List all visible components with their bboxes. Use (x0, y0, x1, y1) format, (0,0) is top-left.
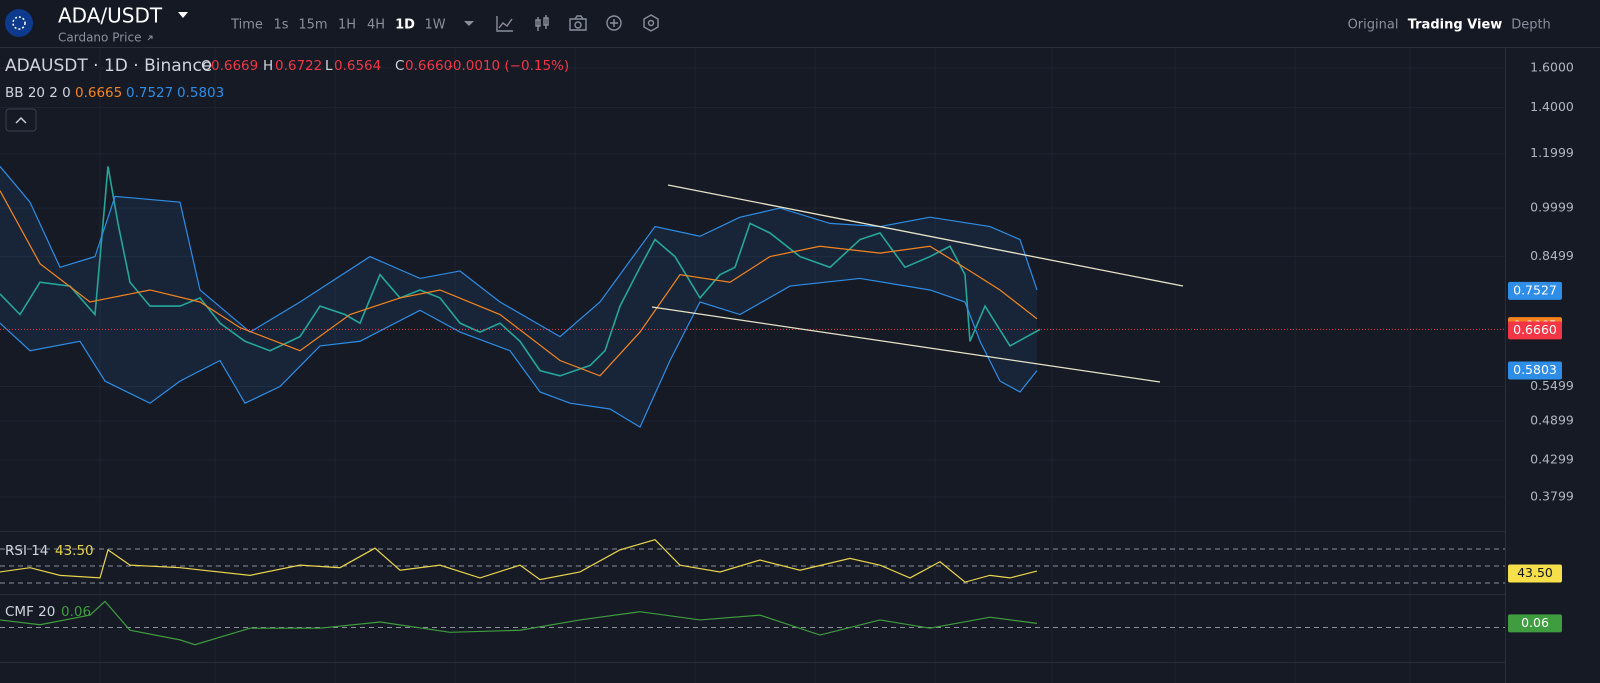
collapse-legend-button[interactable] (5, 108, 37, 132)
rsi-value: 43.50 (55, 543, 94, 559)
symbol[interactable]: ADA/USDT (58, 4, 163, 28)
price-badge (1508, 614, 1562, 633)
y-tick-label: 1.4000 (1530, 99, 1574, 114)
bollinger-band (0, 277, 1038, 428)
trend-line-upper[interactable] (667, 184, 1184, 287)
coin-icon[interactable] (5, 9, 33, 37)
indicator-line (0, 538, 1038, 583)
open-value: 0.6669 (211, 58, 258, 74)
high-value: 0.6722 (275, 58, 322, 74)
cmf-label: CMF 20 (5, 604, 55, 620)
bb-fill (0, 166, 1037, 428)
interval-button[interactable]: 15m (298, 18, 327, 33)
close-label: C (395, 58, 404, 74)
change: -0.0010 (−0.15%) (448, 58, 569, 74)
price-badge (1508, 361, 1562, 380)
add-icon[interactable] (606, 15, 622, 31)
y-tick-label: 0.4299 (1530, 451, 1574, 466)
y-tick-label: 1.6000 (1530, 59, 1574, 74)
interval-button[interactable]: 4H (367, 18, 385, 33)
camera-icon[interactable] (569, 15, 587, 31)
y-tick-label: 0.5499 (1530, 378, 1574, 393)
subtitle[interactable]: Cardano Price (58, 31, 141, 45)
bb-label: BB 20 2 0 (5, 85, 71, 101)
top-bar (0, 0, 1600, 47)
bb-middle: 0.6665 (75, 85, 122, 101)
bollinger-band (0, 190, 1038, 377)
cmf-value: 0.06 (61, 604, 91, 620)
price-badge (1508, 321, 1562, 340)
open-label: O (201, 58, 212, 74)
price-badge-label: 0.5803 (1513, 362, 1557, 377)
close-value: 0.6660 (405, 58, 452, 74)
interval-button[interactable]: 1D (395, 18, 415, 33)
settings-icon[interactable] (643, 14, 659, 32)
price-line (0, 166, 1041, 377)
collapse-icon (15, 117, 27, 124)
price-badge-label: 0.06 (1521, 615, 1549, 630)
price-badge (1508, 564, 1562, 583)
y-tick-label: 1.1999 (1530, 145, 1574, 160)
interval-button[interactable]: 1s (273, 18, 288, 33)
low-value: 0.6564 (334, 58, 381, 74)
indicator-icon[interactable] (496, 16, 513, 32)
add-icon-plus (610, 19, 618, 27)
high-label: H (263, 58, 273, 74)
view-tab[interactable]: Depth (1511, 18, 1551, 33)
price-badge (1508, 281, 1562, 300)
bb-lower: 0.5803 (177, 85, 224, 101)
camera-lens (574, 21, 582, 29)
external-link-icon (147, 35, 153, 41)
settings-icon-center (647, 19, 655, 27)
bb-upper: 0.7527 (126, 85, 173, 101)
instrument: ADAUSDT · 1D · Binance (5, 56, 212, 76)
view-tab[interactable]: Original (1348, 18, 1399, 33)
y-tick-label: 0.9999 (1530, 200, 1574, 215)
y-tick-label: 0.8499 (1530, 248, 1574, 263)
price-badge-label: 43.50 (1517, 565, 1553, 580)
indicator-line (0, 600, 1038, 646)
coin-icon-mark (12, 16, 26, 30)
view-tab[interactable]: Trading View (1408, 18, 1503, 33)
price-badge-label: 0.7527 (1513, 282, 1557, 297)
symbol-dropdown[interactable] (178, 12, 188, 18)
low-label: L (325, 58, 333, 74)
chart-type-icon[interactable] (535, 15, 549, 31)
y-tick-label: 0.4899 (1530, 413, 1574, 428)
price-badge-label: 0.6660 (1513, 322, 1557, 337)
rsi-label: RSI 14 (5, 543, 48, 559)
interval-button[interactable]: Time (230, 18, 263, 33)
interval-button[interactable]: 1W (424, 18, 445, 33)
interval-button[interactable]: 1H (338, 18, 356, 33)
y-tick-label: 0.3799 (1530, 488, 1574, 503)
interval-dropdown[interactable] (464, 21, 474, 26)
trend-line-lower[interactable] (651, 306, 1161, 383)
